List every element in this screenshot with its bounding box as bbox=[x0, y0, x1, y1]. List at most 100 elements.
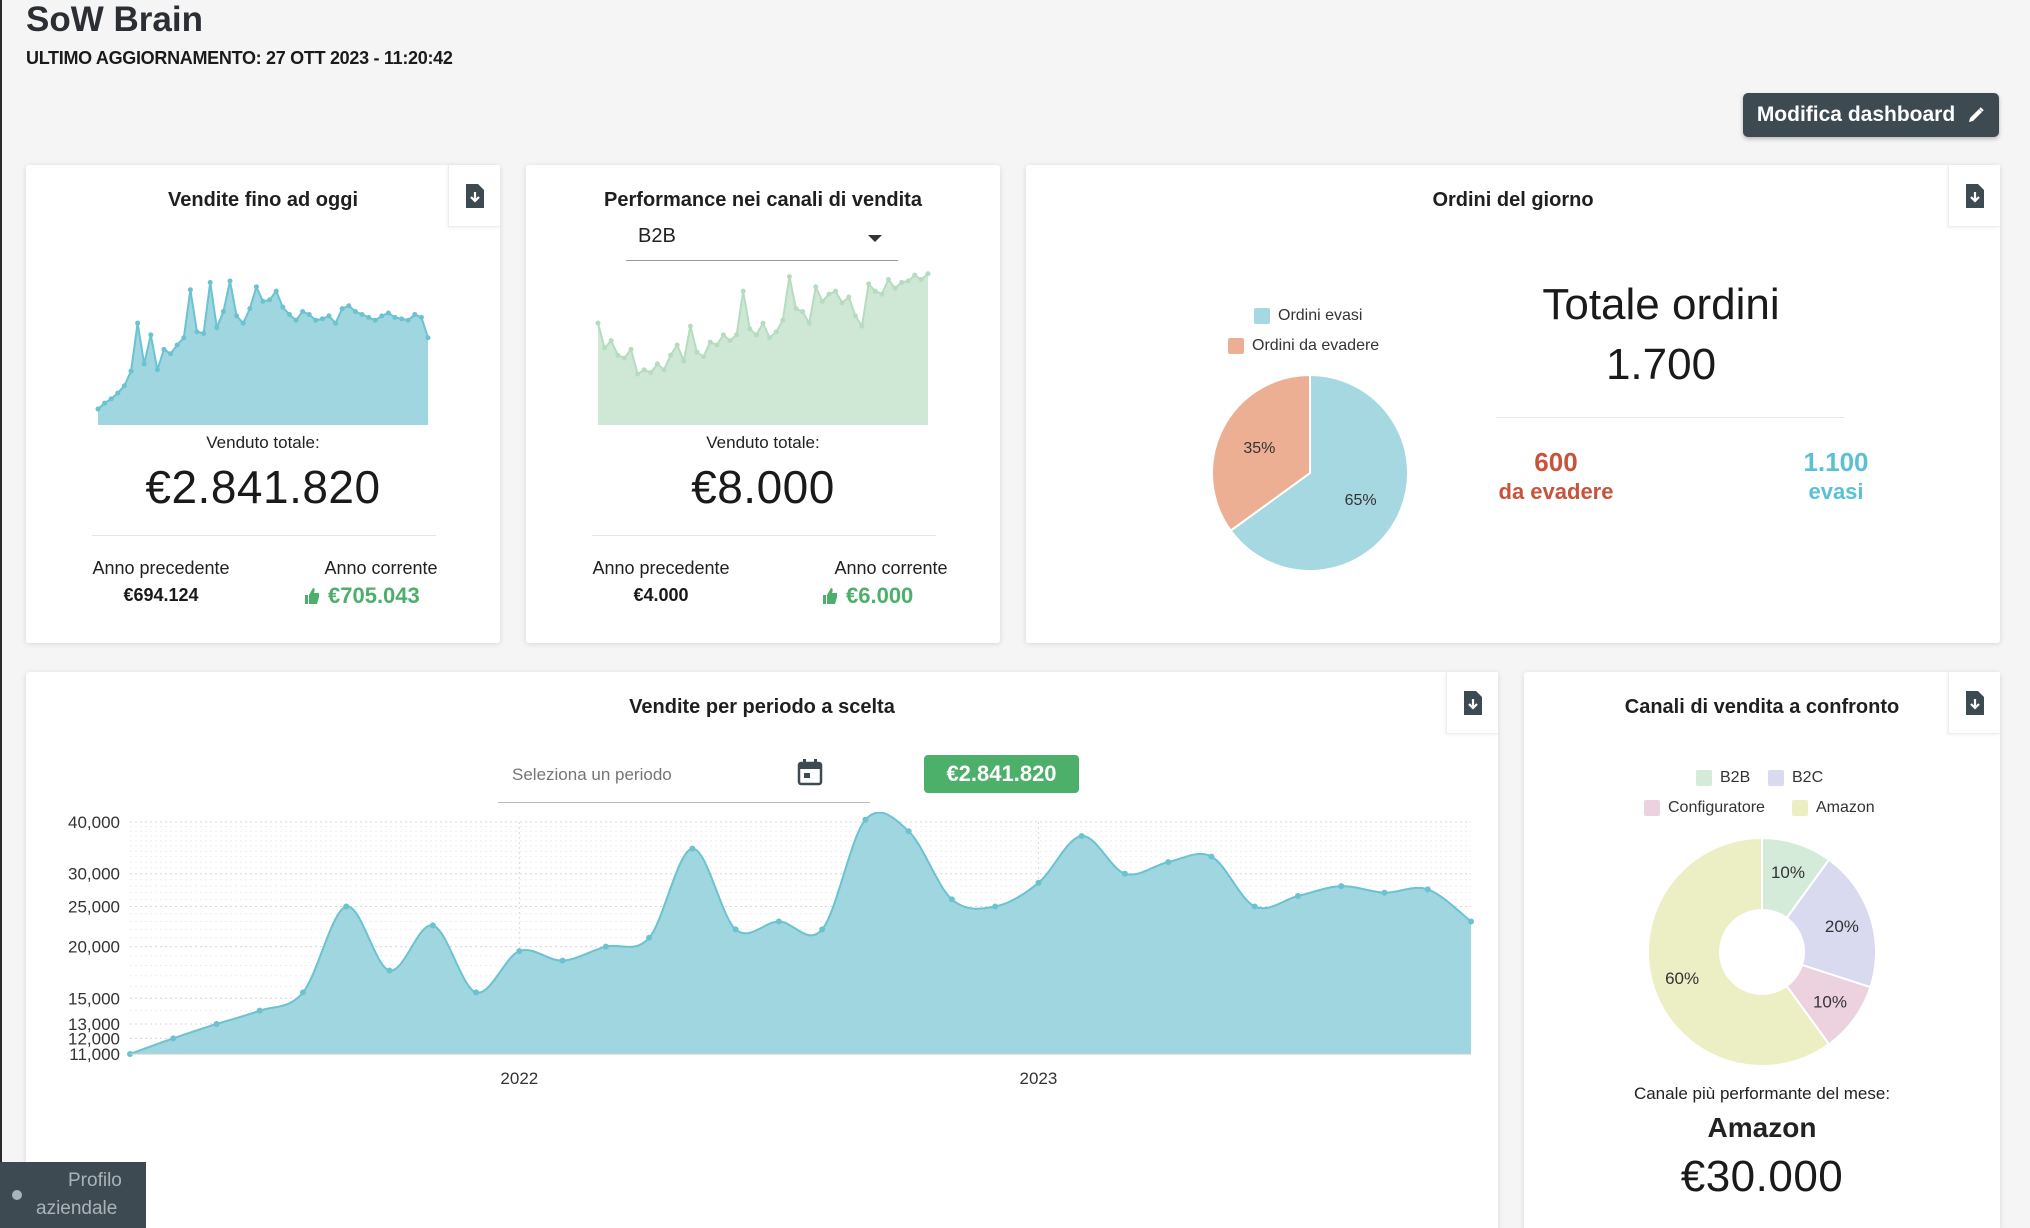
sparkline-point bbox=[701, 354, 707, 360]
sparkline-point bbox=[866, 281, 872, 287]
sales-to-date-card: Vendite fino ad oggi Venduto totale: €2.… bbox=[26, 165, 500, 643]
sparkline-point bbox=[608, 338, 614, 344]
app-title: SoW Brain bbox=[26, 0, 203, 39]
data-point bbox=[689, 845, 696, 852]
data-point bbox=[602, 943, 609, 950]
sparkline-point bbox=[194, 329, 200, 335]
sparkline-point bbox=[273, 288, 279, 294]
pie-slice-label: 35% bbox=[1243, 440, 1275, 457]
sparkline-point bbox=[740, 288, 746, 294]
data-point bbox=[300, 989, 307, 996]
sparkline-point bbox=[385, 310, 391, 316]
sparkline-point bbox=[108, 396, 114, 402]
sparkline-point bbox=[352, 309, 358, 315]
sparkline-point bbox=[687, 323, 693, 329]
sales-to-date-sparkline bbox=[95, 278, 431, 425]
sparkline-point bbox=[346, 303, 352, 309]
sparkline-point bbox=[339, 306, 345, 312]
sparkline-point bbox=[767, 335, 773, 341]
sparkline-point bbox=[280, 304, 286, 310]
data-point bbox=[992, 903, 999, 910]
status-dot-icon bbox=[12, 1190, 22, 1200]
sparkline-point bbox=[720, 332, 726, 338]
donut-slice-label: 20% bbox=[1825, 917, 1859, 936]
card-title: Ordini del giorno bbox=[1432, 189, 1594, 211]
legend-item-evasi: Ordini evasi bbox=[1254, 307, 1362, 325]
chevron-down-icon bbox=[868, 235, 882, 242]
sparkline-point bbox=[668, 352, 674, 358]
sparkline-point bbox=[760, 320, 766, 326]
sparkline-point bbox=[392, 314, 398, 320]
total-value: €8.000 bbox=[691, 461, 835, 513]
sparkline-point bbox=[372, 317, 378, 323]
sparkline-point bbox=[121, 383, 127, 389]
sparkline-point bbox=[727, 338, 733, 344]
download-button[interactable] bbox=[448, 165, 500, 227]
sparkline-point bbox=[773, 329, 779, 335]
prev-year-value: €4.000 bbox=[633, 585, 689, 605]
sparkline-point bbox=[641, 367, 647, 373]
sparkline-point bbox=[833, 288, 839, 294]
y-tick-label: 30,000 bbox=[68, 865, 120, 884]
data-point bbox=[559, 957, 566, 964]
legend-item-b2c: B2C bbox=[1768, 769, 1823, 787]
sparkline-point bbox=[128, 368, 134, 374]
edit-dashboard-button[interactable]: Modifica dashboard bbox=[1743, 93, 1999, 137]
cur-year-value-row: €705.043 bbox=[304, 583, 420, 609]
download-button[interactable] bbox=[1948, 672, 2000, 734]
sparkline-point bbox=[892, 285, 898, 291]
data-point bbox=[1424, 886, 1431, 893]
sparkline-point bbox=[247, 306, 253, 312]
sparkline-point bbox=[102, 400, 108, 406]
sparkline-point bbox=[319, 316, 325, 322]
data-point bbox=[1468, 918, 1474, 925]
sparkline-point bbox=[425, 335, 431, 341]
pie-slice-label: 65% bbox=[1345, 492, 1377, 509]
sparkline-point bbox=[852, 313, 858, 319]
channel-sparkline bbox=[595, 271, 931, 425]
divider bbox=[592, 535, 936, 536]
sparkline-point bbox=[793, 306, 799, 312]
download-file-icon bbox=[1965, 183, 1984, 208]
calendar-icon[interactable] bbox=[797, 758, 823, 786]
download-button[interactable] bbox=[1446, 672, 1498, 734]
donut-slice-label: 10% bbox=[1771, 863, 1805, 882]
sparkline-point bbox=[379, 313, 385, 319]
card-title: Vendite per periodo a scelta bbox=[629, 696, 895, 718]
company-profile-tab[interactable]: Profilo aziendale bbox=[0, 1162, 146, 1228]
sparkline-area bbox=[598, 273, 928, 425]
sparkline-point bbox=[674, 342, 680, 348]
sparkline-point bbox=[95, 406, 101, 412]
sparkline-point bbox=[925, 271, 931, 277]
y-tick-label: 25,000 bbox=[68, 897, 120, 916]
profile-line2: aziendale bbox=[36, 1198, 118, 1219]
sparkline-point bbox=[885, 277, 891, 283]
sparkline-point bbox=[418, 314, 424, 320]
data-point bbox=[1208, 853, 1215, 860]
divider bbox=[92, 535, 436, 536]
channel-select[interactable]: B2B bbox=[626, 221, 898, 261]
shipped-count: 1.100 bbox=[1803, 447, 1869, 477]
data-point bbox=[775, 918, 782, 925]
download-button[interactable] bbox=[1948, 165, 2000, 227]
sparkline-point bbox=[220, 309, 226, 315]
window-edge bbox=[0, 0, 2, 1228]
data-point bbox=[516, 948, 523, 955]
channel-performance-card: Performance nei canali di vendita B2B Ve… bbox=[526, 165, 1000, 643]
sparkline-point bbox=[293, 317, 299, 323]
sparkline-point bbox=[253, 284, 259, 290]
data-point bbox=[1294, 892, 1301, 899]
data-point bbox=[170, 1035, 177, 1042]
data-point bbox=[1078, 833, 1085, 840]
data-point bbox=[1251, 903, 1258, 910]
thumbs-up-icon bbox=[305, 588, 319, 604]
sparkline-point bbox=[313, 317, 319, 323]
sparkline-point bbox=[654, 361, 660, 367]
legend-item-b2b: B2B bbox=[1696, 769, 1750, 787]
sparkline-point bbox=[786, 274, 792, 280]
sparkline-point bbox=[187, 287, 193, 293]
channels-donut-chart: 10% 20% 10% 60% bbox=[1647, 836, 1877, 1067]
area-line bbox=[129, 812, 1472, 1055]
sparkline-point bbox=[747, 326, 753, 332]
